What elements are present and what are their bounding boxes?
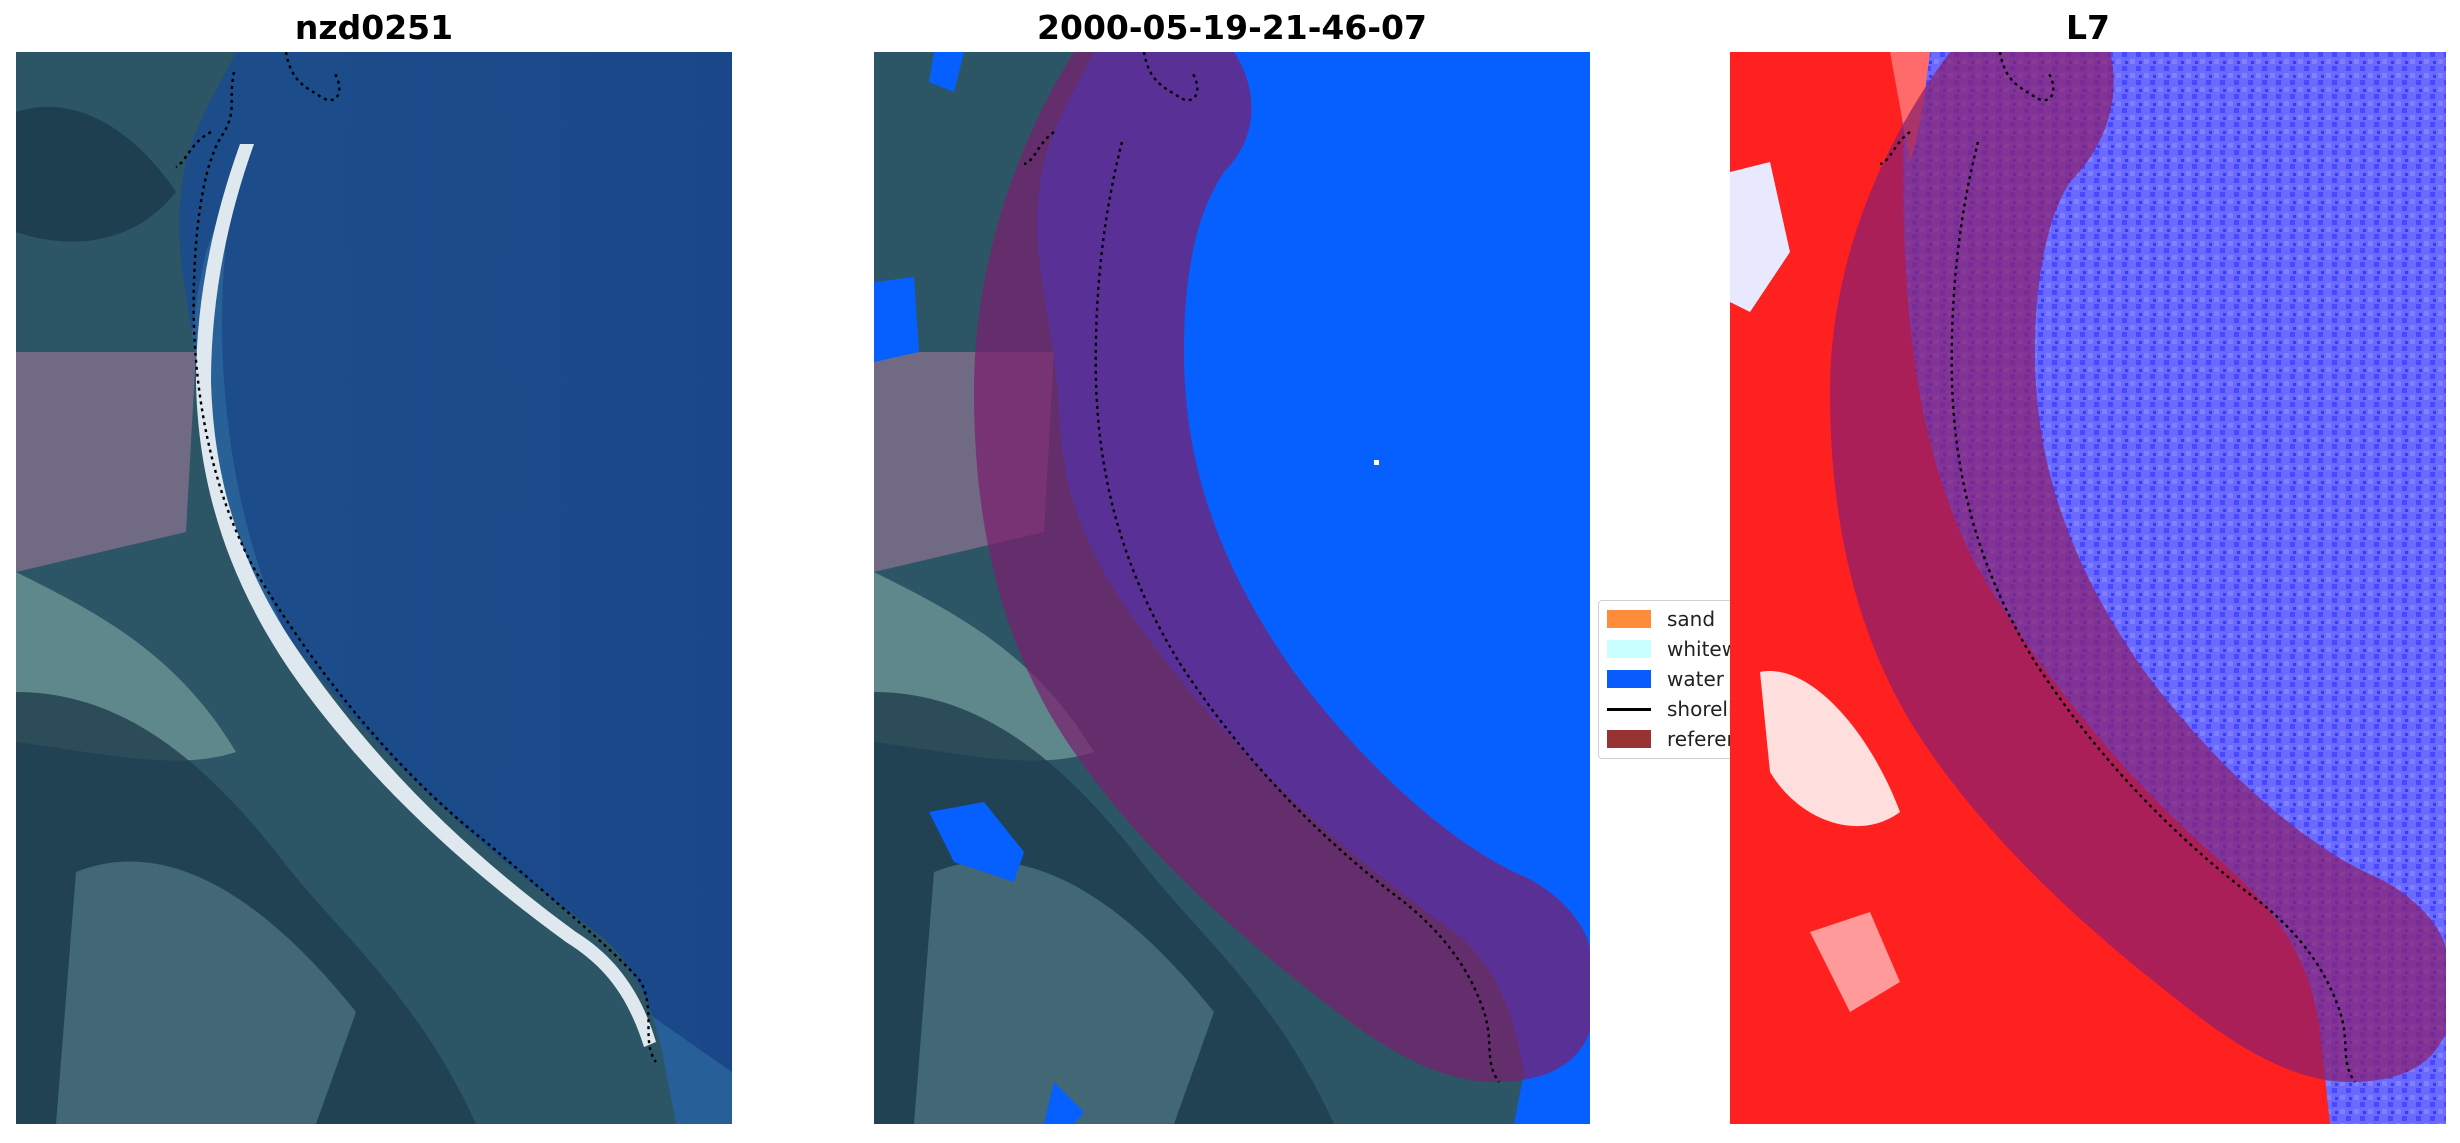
panel-classification: 2000-05-19-21-46-07 (874, 0, 1590, 1143)
legend-item-reference: reference (1607, 727, 1734, 751)
reference-swatch (1607, 730, 1651, 748)
panel-index: L7 (1730, 0, 2446, 1143)
water-swatch (1607, 670, 1651, 688)
panel-rgb: nzd0251 (16, 0, 732, 1143)
shoreline-line-icon (1607, 700, 1651, 718)
whitewater-swatch (1607, 640, 1651, 658)
legend-label: shoreline (1667, 697, 1734, 721)
legend-label: reference (1667, 727, 1734, 751)
panel-title: L7 (2066, 8, 2110, 47)
panel-title: nzd0251 (294, 8, 454, 47)
sand-swatch (1607, 610, 1651, 628)
classification-image (874, 52, 1590, 1124)
legend-item-sand: sand (1607, 607, 1715, 631)
index-image (1730, 52, 2446, 1124)
legend-item-shoreline: shoreline (1607, 697, 1734, 721)
legend-label: water (1667, 667, 1724, 691)
legend-item-water: water (1607, 667, 1724, 691)
rgb-image (16, 52, 732, 1124)
panel-title: 2000-05-19-21-46-07 (1037, 8, 1427, 47)
legend-label: sand (1667, 607, 1716, 631)
